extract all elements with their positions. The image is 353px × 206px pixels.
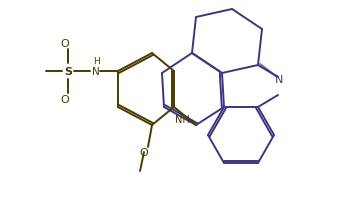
Text: NH: NH [175,115,189,124]
Text: S: S [64,67,72,77]
Text: O: O [140,147,148,157]
Text: N: N [275,75,283,85]
Text: O: O [61,95,70,104]
Text: O: O [61,39,70,49]
Text: N: N [92,67,100,77]
Text: H: H [92,57,100,66]
